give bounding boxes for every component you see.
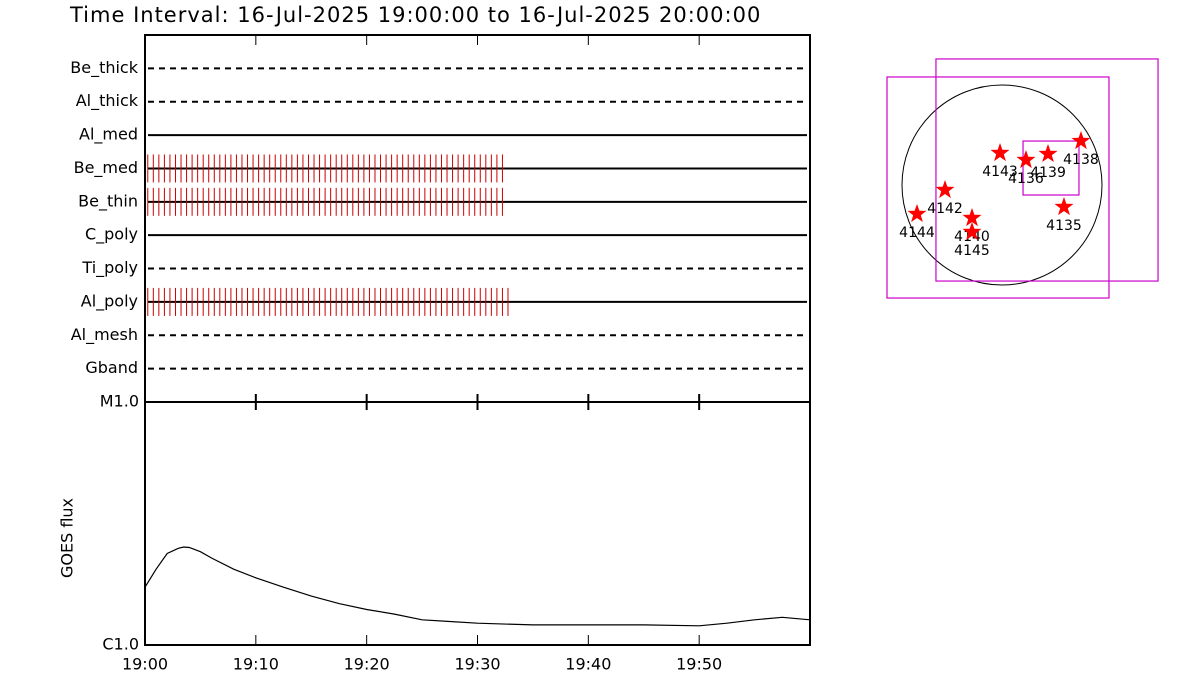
fov-box: [935, 58, 1159, 282]
region-label: 4140: [954, 229, 990, 245]
region-label: 4138: [1063, 152, 1099, 168]
filter-label: Al_mesh: [71, 325, 138, 345]
filter-label: Be_thin: [78, 191, 138, 211]
x-tick-label: 19:00: [122, 655, 168, 674]
region-label: 4135: [1046, 218, 1082, 234]
filter-label: Gband: [85, 358, 138, 377]
region-star: [1038, 144, 1058, 162]
filter-label: Ti_poly: [81, 258, 138, 278]
fov-box: [1022, 140, 1080, 196]
region-star: [907, 204, 927, 222]
region-star: [1071, 131, 1091, 150]
filter-label: Be_med: [74, 158, 138, 178]
solar-disk: [901, 84, 1103, 286]
region-label: 4136: [1008, 171, 1044, 187]
filter-label: Al_poly: [81, 291, 138, 311]
fov-box: [886, 76, 1110, 299]
x-tick-label: 19:10: [233, 655, 279, 674]
x-tick-label: 19:40: [565, 655, 611, 674]
region-star: [962, 208, 982, 227]
region-star: [1054, 197, 1074, 216]
filter-label: C_poly: [85, 225, 138, 245]
y-tick-label: C1.0: [102, 635, 139, 654]
region-label: 4142: [927, 201, 963, 217]
filter-label: Al_thick: [76, 91, 139, 111]
filter-label: Be_thick: [70, 58, 138, 78]
chart-title: Time Interval: 16-Jul-2025 19:00:00 to 1…: [69, 3, 761, 27]
x-tick-label: 19:50: [676, 655, 722, 674]
region-label: 4145: [954, 243, 990, 259]
region-star: [990, 143, 1010, 162]
y-tick-label: M1.0: [100, 392, 139, 411]
filter-label: Al_med: [79, 125, 138, 145]
region-star: [935, 180, 955, 199]
goes-curve: [144, 546, 811, 627]
region-star: [962, 222, 982, 241]
region-star: [1016, 150, 1036, 169]
region-label: 4139: [1030, 165, 1066, 181]
region-label: 4144: [899, 225, 935, 241]
x-tick-label: 19:30: [454, 655, 500, 674]
x-tick-label: 19:20: [344, 655, 390, 674]
y-axis-label: GOES flux: [58, 498, 77, 578]
region-label: 4143: [982, 164, 1018, 180]
